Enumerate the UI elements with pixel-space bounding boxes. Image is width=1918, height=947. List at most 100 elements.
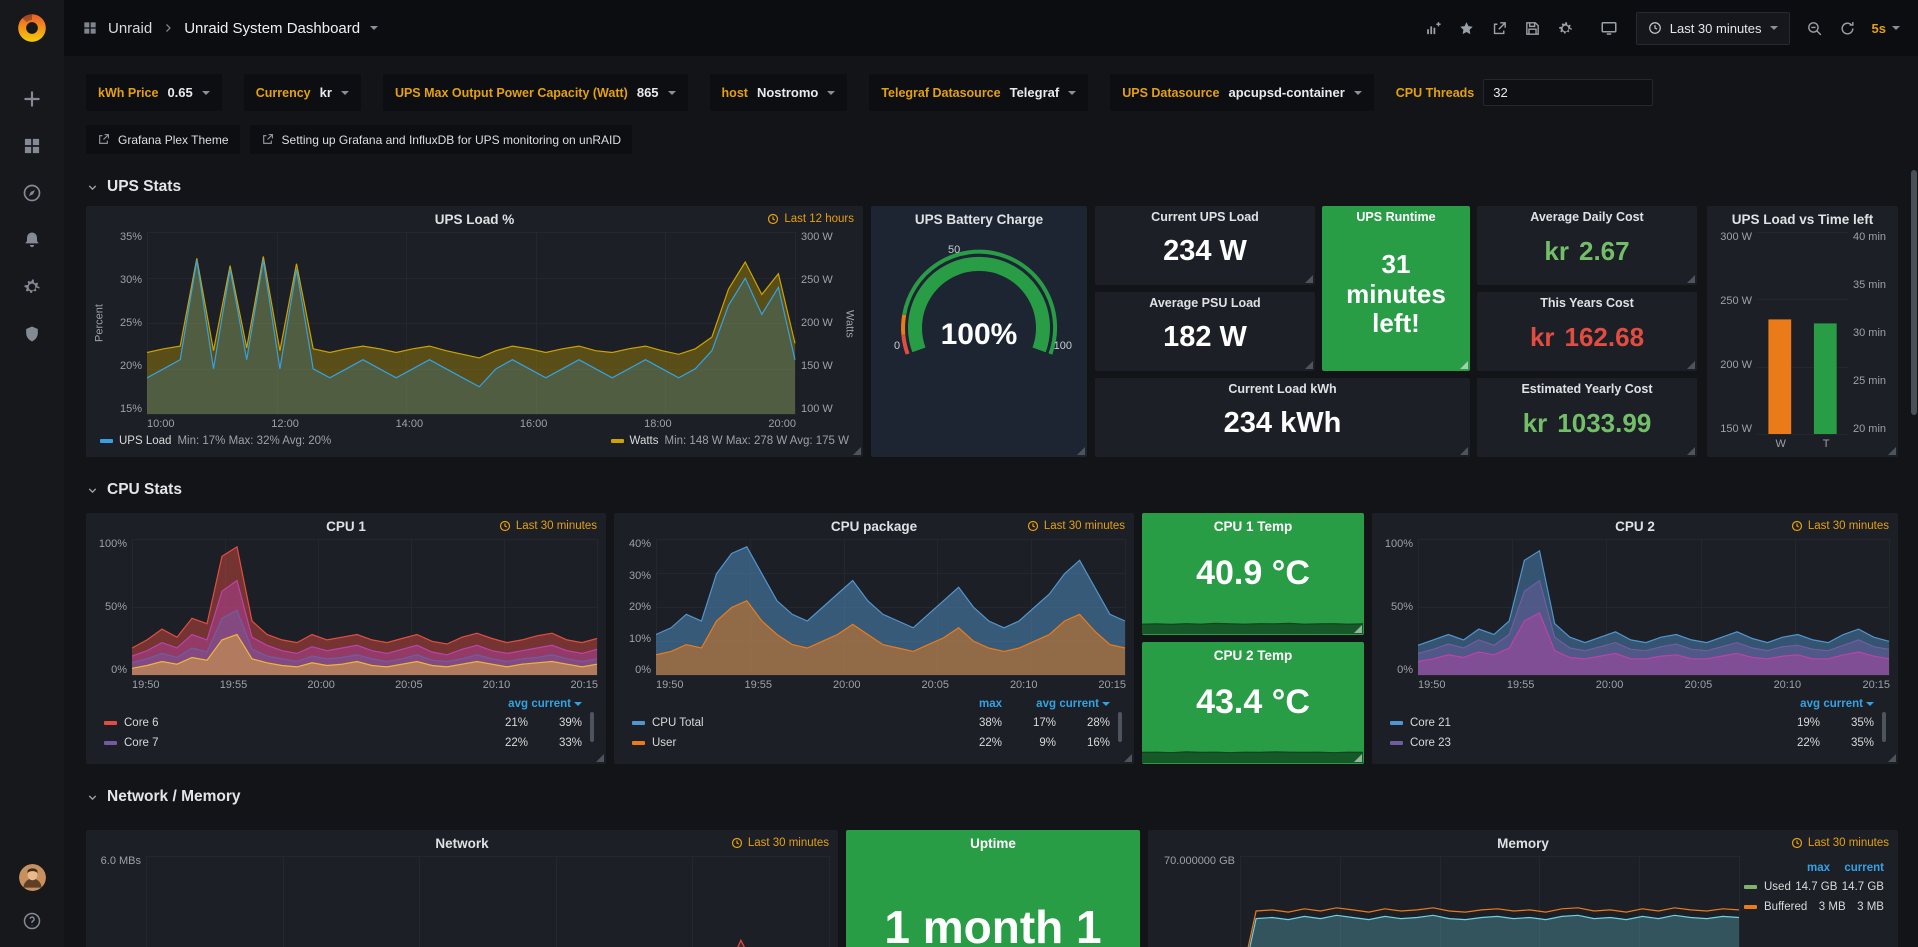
variable-kwh-price[interactable]: kWh Price 0.65 [86, 74, 222, 111]
legend-header-col[interactable]: current [1844, 861, 1884, 874]
refresh-button[interactable] [1839, 20, 1856, 37]
panel-title[interactable]: CPU 2 [1615, 518, 1655, 534]
dashboards-icon[interactable] [22, 136, 42, 156]
refresh-interval-button[interactable]: 5s [1872, 21, 1900, 36]
cpu2-chart[interactable] [1418, 539, 1890, 676]
x-tick: 19:55 [1506, 679, 1535, 691]
legend-header-col[interactable]: current [1056, 698, 1110, 710]
panel-average-daily-cost: Average Daily Cost kr 2.67 [1477, 206, 1697, 285]
link-ups-monitoring-guide[interactable]: Setting up Grafana and InfluxDB for UPS … [249, 125, 633, 154]
panel-time-badge[interactable]: Last 30 minutes [499, 520, 597, 532]
page-scrollbar[interactable] [1911, 60, 1917, 943]
cpu1-chart[interactable] [132, 539, 598, 676]
panel-title[interactable]: Network [435, 835, 489, 851]
memory-chart[interactable] [1240, 856, 1740, 947]
legend-header-col[interactable]: max [1806, 861, 1830, 874]
panel-title[interactable]: This Years Cost [1540, 296, 1634, 310]
panel-title[interactable]: Current UPS Load [1151, 210, 1259, 224]
server-admin-shield-icon[interactable] [22, 324, 42, 344]
legend-item[interactable]: User 22% 9% 16% [632, 733, 1110, 753]
section-title: UPS Stats [107, 178, 182, 195]
panel-title[interactable]: UPS Load % [434, 211, 515, 227]
dashboard-caret-down-icon[interactable] [370, 26, 379, 30]
legend-item[interactable]: Core 7 22% 33% [104, 733, 582, 753]
settings-gear-button[interactable] [1557, 20, 1574, 37]
legend-header-col[interactable]: max [978, 697, 1002, 710]
user-avatar[interactable] [18, 864, 46, 891]
legend-header-col[interactable]: avg [1036, 697, 1056, 710]
panel-title[interactable]: CPU 1 Temp [1213, 518, 1293, 534]
legend-item[interactable]: UPS Load Min: 17% Max: 32% Avg: 20% [100, 435, 331, 447]
time-range-button[interactable]: Last 30 minutes [1635, 11, 1790, 45]
section-cpu-stats[interactable]: CPU Stats [86, 481, 1898, 499]
panel-time-badge[interactable]: Last 30 minutes [1791, 837, 1889, 849]
breadcrumb-root[interactable]: Unraid [108, 19, 153, 37]
ups-vs-time-bar-chart[interactable] [1757, 232, 1848, 435]
tv-kiosk-button[interactable] [1598, 19, 1620, 37]
save-button[interactable] [1524, 20, 1541, 37]
cpu-threads-input[interactable] [1483, 79, 1654, 106]
gauge-tick-max: 100 [1053, 340, 1072, 352]
panel-time-badge[interactable]: Last 12 hours [767, 213, 854, 225]
stat-value: 182 W [1163, 321, 1247, 353]
scrollbar-thumb[interactable] [1911, 170, 1917, 415]
alerting-bell-icon[interactable] [22, 230, 42, 250]
star-button[interactable] [1458, 20, 1475, 37]
x-tick: 19:50 [1418, 679, 1446, 691]
cpu-package-chart[interactable] [656, 539, 1126, 676]
panel-title[interactable]: Current Load kWh [1228, 382, 1337, 396]
variable-label: Currency [255, 85, 311, 100]
explore-compass-icon[interactable] [22, 183, 42, 203]
legend-header-col[interactable]: current [1820, 698, 1874, 710]
share-button[interactable] [1491, 20, 1508, 37]
link-grafana-plex-theme[interactable]: Grafana Plex Theme [86, 125, 240, 154]
panel-title[interactable]: UPS Battery Charge [914, 211, 1044, 227]
section-ups-stats[interactable]: UPS Stats [86, 178, 1898, 196]
zoom-out-button[interactable] [1806, 20, 1823, 37]
panel-title[interactable]: Estimated Yearly Cost [1521, 382, 1653, 396]
panel-title[interactable]: Uptime [970, 835, 1016, 851]
panel-title[interactable]: UPS Runtime [1356, 210, 1436, 224]
legend-header-col[interactable]: current [528, 698, 582, 710]
panel-title[interactable]: Average Daily Cost [1530, 210, 1644, 224]
stat-value: 1 month 1 [884, 901, 1102, 947]
variable-host[interactable]: host Nostromo [709, 74, 848, 111]
network-chart[interactable] [146, 856, 830, 947]
legend-item[interactable]: Core 6 21% 39% [104, 713, 582, 733]
breadcrumb-current[interactable]: Unraid System Dashboard [184, 19, 361, 37]
legend-header-col[interactable]: avg [1800, 697, 1820, 710]
panel-time-badge[interactable]: Last 30 minutes [1791, 520, 1889, 532]
legend-item[interactable]: Core 21 19% 35% [1390, 713, 1874, 733]
create-plus-icon[interactable] [22, 89, 42, 109]
legend-item[interactable]: Watts Min: 148 W Max: 278 W Avg: 175 W [610, 435, 849, 447]
series-name: Buffered [1764, 901, 1808, 913]
legend-item[interactable]: Core 23 22% 35% [1390, 733, 1874, 753]
panel-title[interactable]: CPU 1 [326, 518, 366, 534]
variable-ups-max-output[interactable]: UPS Max Output Power Capacity (Watt) 865 [382, 74, 688, 111]
help-icon[interactable] [22, 911, 42, 931]
variable-currency[interactable]: Currency kr [243, 74, 361, 111]
dashboard-grid-icon [82, 20, 98, 36]
panel-title[interactable]: UPS Load vs Time left [1731, 211, 1874, 227]
legend-item[interactable]: Buffered 3 MB 3 MB [1744, 897, 1884, 917]
panel-title[interactable]: CPU package [830, 518, 918, 534]
stat-value: kr 1033.99 [1523, 408, 1652, 439]
legend-item[interactable]: CPU Total 38% 17% 28% [632, 713, 1110, 733]
legend-header-col[interactable]: avg [508, 697, 528, 710]
configuration-gear-icon[interactable] [22, 277, 42, 297]
section-network-memory[interactable]: Network / Memory [86, 788, 1898, 806]
legend-scrollbar[interactable] [1118, 712, 1122, 742]
add-panel-button[interactable] [1425, 20, 1442, 37]
panel-time-badge[interactable]: Last 30 minutes [731, 837, 829, 849]
panel-title[interactable]: Average PSU Load [1149, 296, 1261, 310]
ups-load-chart[interactable] [147, 232, 796, 415]
panel-time-badge[interactable]: Last 30 minutes [1027, 520, 1125, 532]
legend-scrollbar[interactable] [1882, 712, 1886, 742]
panel-title[interactable]: Memory [1497, 835, 1549, 851]
legend-item[interactable]: Used 14.7 GB 14.7 GB [1744, 877, 1884, 897]
variable-ups-datasource[interactable]: UPS Datasource apcupsd-container [1110, 74, 1374, 111]
panel-title[interactable]: CPU 2 Temp [1213, 647, 1293, 663]
grafana-logo[interactable] [15, 11, 49, 45]
variable-telegraf-datasource[interactable]: Telegraf Datasource Telegraf [869, 74, 1089, 111]
legend-scrollbar[interactable] [590, 712, 594, 742]
